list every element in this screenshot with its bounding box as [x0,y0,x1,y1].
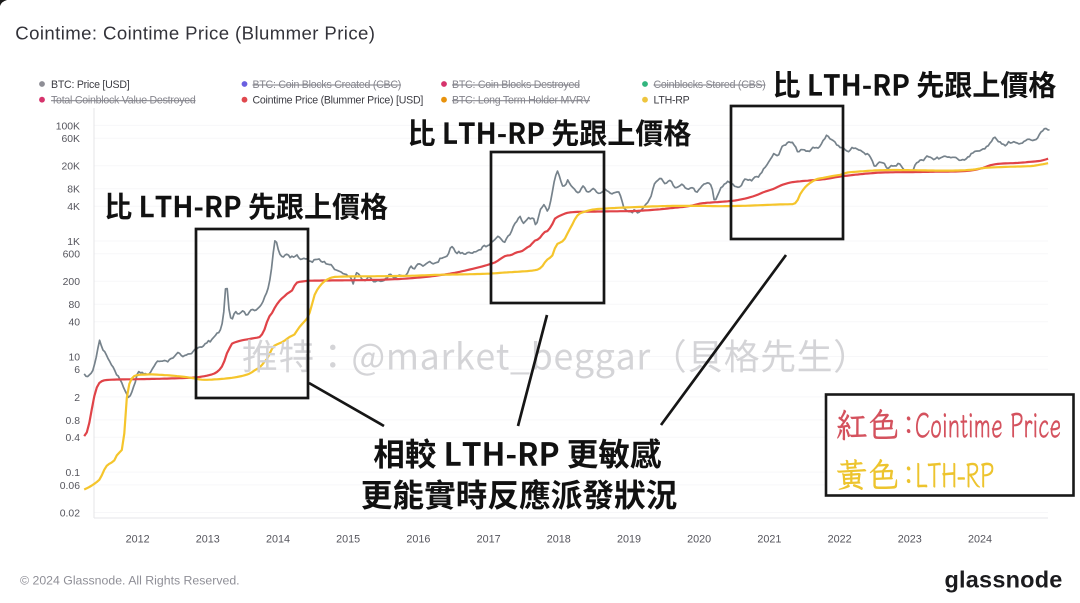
svg-text:80: 80 [68,300,80,311]
svg-text:Cointime: Cointime Price (Blum: Cointime: Cointime Price (Blummer Price) [15,22,375,43]
svg-text:glassnode: glassnode [945,567,1063,593]
svg-text:0.06: 0.06 [60,481,80,492]
svg-text:BTC: Coin Blocks Destroyed: BTC: Coin Blocks Destroyed [452,79,580,91]
svg-text:0.02: 0.02 [60,508,80,519]
svg-text:BTC: Price [USD]: BTC: Price [USD] [51,79,130,91]
svg-text:2014: 2014 [266,534,290,546]
svg-text:2018: 2018 [547,534,571,546]
svg-text:© 2024 Glassnode. All Rights R: © 2024 Glassnode. All Rights Reserved. [20,574,240,588]
svg-text:0.4: 0.4 [66,433,81,444]
svg-text:40: 40 [68,318,80,329]
svg-text:LTH-RP: LTH-RP [654,95,690,107]
svg-text:2019: 2019 [617,534,641,546]
svg-text:0.8: 0.8 [66,416,81,427]
svg-text:BTC: Long Term Holder MVRV: BTC: Long Term Holder MVRV [452,95,591,107]
svg-text:2012: 2012 [126,534,150,546]
svg-text:2015: 2015 [336,534,360,546]
svg-text:2024: 2024 [968,534,992,546]
svg-text:600: 600 [63,250,81,261]
svg-text:2020: 2020 [687,534,711,546]
svg-text:2021: 2021 [757,534,781,546]
svg-text:2016: 2016 [406,534,430,546]
svg-text:BTC: Coin Blocks Created (CBC): BTC: Coin Blocks Created (CBC) [253,79,402,91]
svg-text:Cointime Price (Blummer Price): Cointime Price (Blummer Price) [USD] [253,95,424,107]
svg-text:4K: 4K [67,202,80,213]
svg-text:20K: 20K [62,162,81,173]
svg-text:100K: 100K [56,121,80,132]
svg-text:2017: 2017 [477,534,501,546]
svg-text:1K: 1K [67,237,80,248]
svg-text:6: 6 [74,365,80,376]
svg-text:2023: 2023 [898,534,922,546]
svg-text:60K: 60K [62,134,81,145]
svg-text:Total Coinblock Value Destroye: Total Coinblock Value Destroyed [51,95,196,107]
svg-text:10: 10 [68,352,80,363]
svg-text:2: 2 [74,393,80,404]
svg-text:0.1: 0.1 [66,468,81,479]
svg-text:2022: 2022 [828,534,852,546]
svg-text:2013: 2013 [196,534,220,546]
svg-text:Coinblocks Stored (CBS): Coinblocks Stored (CBS) [654,79,766,91]
svg-text:200: 200 [63,277,81,288]
svg-text:8K: 8K [67,185,80,196]
